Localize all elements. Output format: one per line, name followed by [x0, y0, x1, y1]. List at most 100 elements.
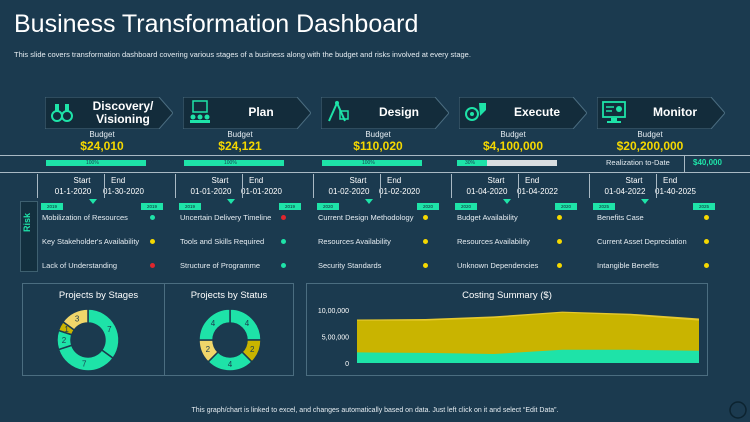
costing-summary-panel[interactable]: Costing Summary ($) 10,00,000 5,00,000 0: [306, 283, 708, 376]
stage-divider: [313, 174, 314, 198]
stage-4[interactable]: Execute: [459, 97, 587, 129]
stage-label: Execute: [513, 105, 561, 120]
start-heading: Start: [625, 176, 643, 185]
risk-status-yellow-dot: [557, 263, 562, 268]
start-year-tag: 2025: [593, 203, 615, 210]
team-plan-icon: [190, 100, 210, 123]
progress-bar: 100%: [46, 160, 146, 166]
stage-5[interactable]: Monitor: [597, 97, 725, 129]
costing-summary-chart: 10,00,000 5,00,000 0: [318, 308, 699, 368]
stage-arrow-shape: [597, 97, 725, 129]
end-date: 01-40-2025: [655, 187, 696, 196]
stage-divider: [451, 174, 452, 198]
start-date: 01-1-2020: [54, 187, 92, 196]
area-series: [357, 349, 699, 363]
start-date: 01-02-2020: [328, 187, 370, 196]
stage-label: Discovery/ Visioning: [92, 98, 154, 126]
risk-status-red-dot: [281, 215, 286, 220]
end-heading: End: [525, 176, 540, 185]
budget-value: $20,200,000: [616, 139, 684, 153]
stage-1[interactable]: Discovery/ Visioning: [45, 97, 173, 129]
risk-item: Mobilization of Resources: [42, 213, 128, 222]
y-tick-label: 5,00,000: [322, 335, 349, 342]
progress-percent: 30%: [465, 160, 476, 166]
binoculars-icon: [51, 104, 73, 122]
timeline-marker: [89, 199, 97, 204]
end-date: 01-04-2022: [517, 187, 558, 196]
date-separator: [518, 174, 519, 198]
end-year-tag: 2020: [417, 203, 439, 210]
gear-rocket-icon: [465, 103, 486, 121]
budget-value: $24,121: [218, 139, 262, 153]
progress-fill: [322, 160, 422, 166]
slide-nav-icon[interactable]: [728, 400, 748, 420]
timeline-marker: [641, 199, 649, 204]
end-heading: End: [249, 176, 264, 185]
stage-arrow-shape: [45, 97, 173, 129]
page-subtitle: This slide covers transformation dashboa…: [14, 50, 471, 59]
budget-value: $4,100,000: [482, 139, 544, 153]
risk-status-green-dot: [281, 239, 286, 244]
budget-label: Budget: [500, 130, 526, 139]
start-date: 01-04-2020: [466, 187, 508, 196]
projects-by-stages-title: Projects by Stages: [58, 290, 139, 301]
donut-slice: [198, 308, 231, 341]
risk-status-yellow-dot: [704, 215, 709, 220]
risk-item: Unknown Dependencies: [457, 261, 539, 270]
progress-percent: 100%: [362, 160, 375, 166]
donut-slice-label: 2: [206, 345, 211, 354]
start-year-tag: 2020: [317, 203, 339, 210]
realization-value: [684, 155, 750, 172]
risk-status-yellow-dot: [423, 239, 428, 244]
projects-by-status-title: Projects by Status: [190, 290, 268, 301]
risk-status-yellow-dot: [557, 215, 562, 220]
donut-slice: [61, 308, 89, 332]
timeline-marker: [365, 199, 373, 204]
end-date: 01-02-2020: [379, 187, 420, 196]
timeline-marker: [227, 199, 235, 204]
end-year-tag: 2019: [279, 203, 301, 210]
progress-percent: 100%: [224, 160, 237, 166]
design-tools-icon: [328, 100, 349, 122]
risk-item: Tools and Skills Required: [180, 237, 265, 246]
donut-slice-label: 7: [107, 325, 112, 334]
footer-note: This graph/chart is linked to excel, and…: [191, 407, 559, 414]
realization-label: Realization to-Date: [606, 158, 670, 167]
page-title: Business Transformation Dashboard: [14, 10, 419, 38]
end-date: 01-30-2020: [103, 187, 144, 196]
date-separator: [104, 174, 105, 198]
risk-item: Intangible Benefits: [597, 261, 659, 270]
end-year-tag: 2019: [141, 203, 163, 210]
projects-by-status-panel[interactable]: Projects by Status 4 2 4 2 4: [164, 283, 294, 376]
end-heading: End: [111, 176, 126, 185]
budget-label: Budget: [227, 130, 253, 139]
donut-slice-label: 2: [62, 336, 67, 345]
stage-divider: [37, 174, 38, 198]
start-heading: Start: [73, 176, 91, 185]
stage-arrow-shape: [459, 97, 587, 129]
realization-amount: $40,000: [693, 158, 722, 167]
budget-label: Budget: [637, 130, 663, 139]
risk-status-green-dot: [150, 215, 155, 220]
end-heading: End: [663, 176, 678, 185]
donut-slice-label: 4: [245, 319, 250, 328]
projects-by-stages-donut: 7 7 2 13: [56, 308, 120, 372]
start-date: 01-01-2020: [190, 187, 232, 196]
stage-2[interactable]: Plan: [183, 97, 311, 129]
stage-3[interactable]: Design: [321, 97, 449, 129]
progress-percent: 100%: [86, 160, 99, 166]
timeline-bottom-rule: [0, 172, 750, 173]
risk-item: Structure of Programme: [180, 261, 261, 270]
risk-item: Key Stakeholder's Availability: [42, 237, 140, 246]
start-year-tag: 2020: [455, 203, 477, 210]
projects-by-status-donut: 4 2 4 2 4: [198, 308, 262, 372]
end-year-tag: 2025: [693, 203, 715, 210]
date-separator: [242, 174, 243, 198]
risk-item: Current Asset Depreciation: [597, 237, 687, 246]
risk-status-yellow-dot: [150, 239, 155, 244]
progress-fill: [184, 160, 284, 166]
timeline-marker: [503, 199, 511, 204]
risk-label: Risk: [22, 212, 32, 232]
risk-status-yellow-dot: [557, 239, 562, 244]
